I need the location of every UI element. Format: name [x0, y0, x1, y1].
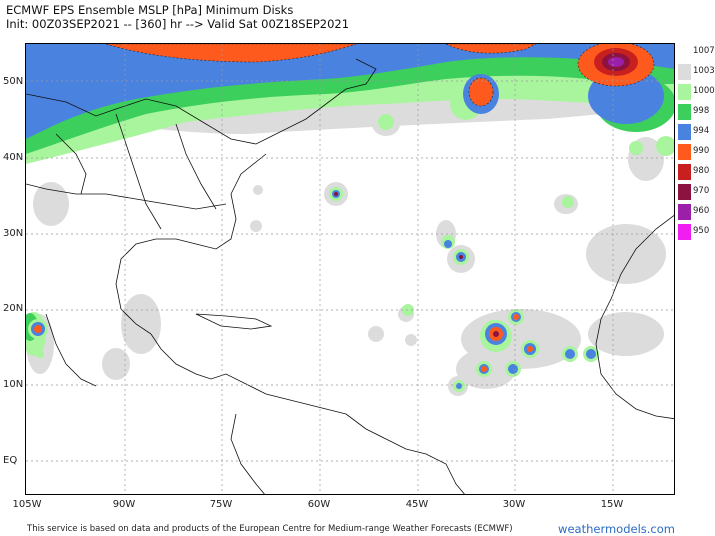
lon-label: 30W: [502, 499, 526, 510]
lon-label: 75W: [209, 499, 233, 510]
lat-label: 30N: [3, 228, 24, 239]
legend-label: 960: [693, 206, 710, 216]
legend-label: 950: [693, 226, 710, 236]
storm-disks: [28, 116, 643, 392]
legend-entry: 970: [678, 184, 714, 200]
legend-label: 980: [693, 166, 710, 176]
brand-link[interactable]: weathermodels.com: [558, 522, 675, 536]
lat-label: 20N: [3, 303, 24, 314]
legend-label: 990: [693, 146, 710, 156]
credit-text: This service is based on data and produc…: [27, 524, 513, 534]
lon-label: 15W: [600, 499, 624, 510]
legend-swatch: [678, 44, 691, 60]
legend-swatch: [678, 204, 691, 220]
legend-swatch: [678, 224, 691, 240]
legend-swatch: [678, 104, 691, 120]
lon-label: 45W: [405, 499, 429, 510]
legend-label: 994: [693, 126, 710, 136]
coastlines: [26, 58, 674, 494]
legend-entry: 950: [678, 224, 714, 240]
map-panel: [25, 43, 675, 495]
lat-label: EQ: [3, 455, 18, 466]
legend-entry: 1000: [678, 84, 715, 100]
map-canvas: [26, 44, 674, 494]
color-legend: 1007 1003 1000 998 994 990 980 970 960 9…: [678, 44, 715, 252]
legend-entry: 998: [678, 104, 714, 120]
lat-label: 50N: [3, 76, 24, 87]
legend-entry: 980: [678, 164, 714, 180]
legend-label: 970: [693, 186, 710, 196]
legend-swatch: [678, 84, 691, 100]
legend-label: 998: [693, 106, 710, 116]
legend-entry: 1007: [678, 44, 715, 60]
legend-swatch: [678, 184, 691, 200]
legend-swatch: [678, 144, 691, 160]
legend-swatch: [678, 64, 691, 80]
legend-swatch: [678, 124, 691, 140]
lon-label: 105W: [12, 499, 42, 510]
legend-label: 1000: [693, 86, 715, 96]
legend-swatch: [678, 164, 691, 180]
lon-label: 60W: [307, 499, 331, 510]
legend-label: 1007: [693, 46, 715, 56]
map-subtitle: Init: 00Z03SEP2021 -- [360] hr --> Valid…: [6, 17, 350, 31]
legend-entry: 960: [678, 204, 714, 220]
lon-label: 90W: [112, 499, 136, 510]
legend-entry: 990: [678, 144, 714, 160]
legend-entry: 1003: [678, 64, 715, 80]
lat-label: 10N: [3, 379, 24, 390]
lat-label: 40N: [3, 152, 24, 163]
map-title: ECMWF EPS Ensemble MSLP [hPa] Minimum Di…: [6, 3, 294, 17]
contour-960: [608, 57, 624, 67]
legend-label: 1003: [693, 66, 715, 76]
graticule: [26, 44, 674, 494]
legend-entry: 994: [678, 124, 714, 140]
